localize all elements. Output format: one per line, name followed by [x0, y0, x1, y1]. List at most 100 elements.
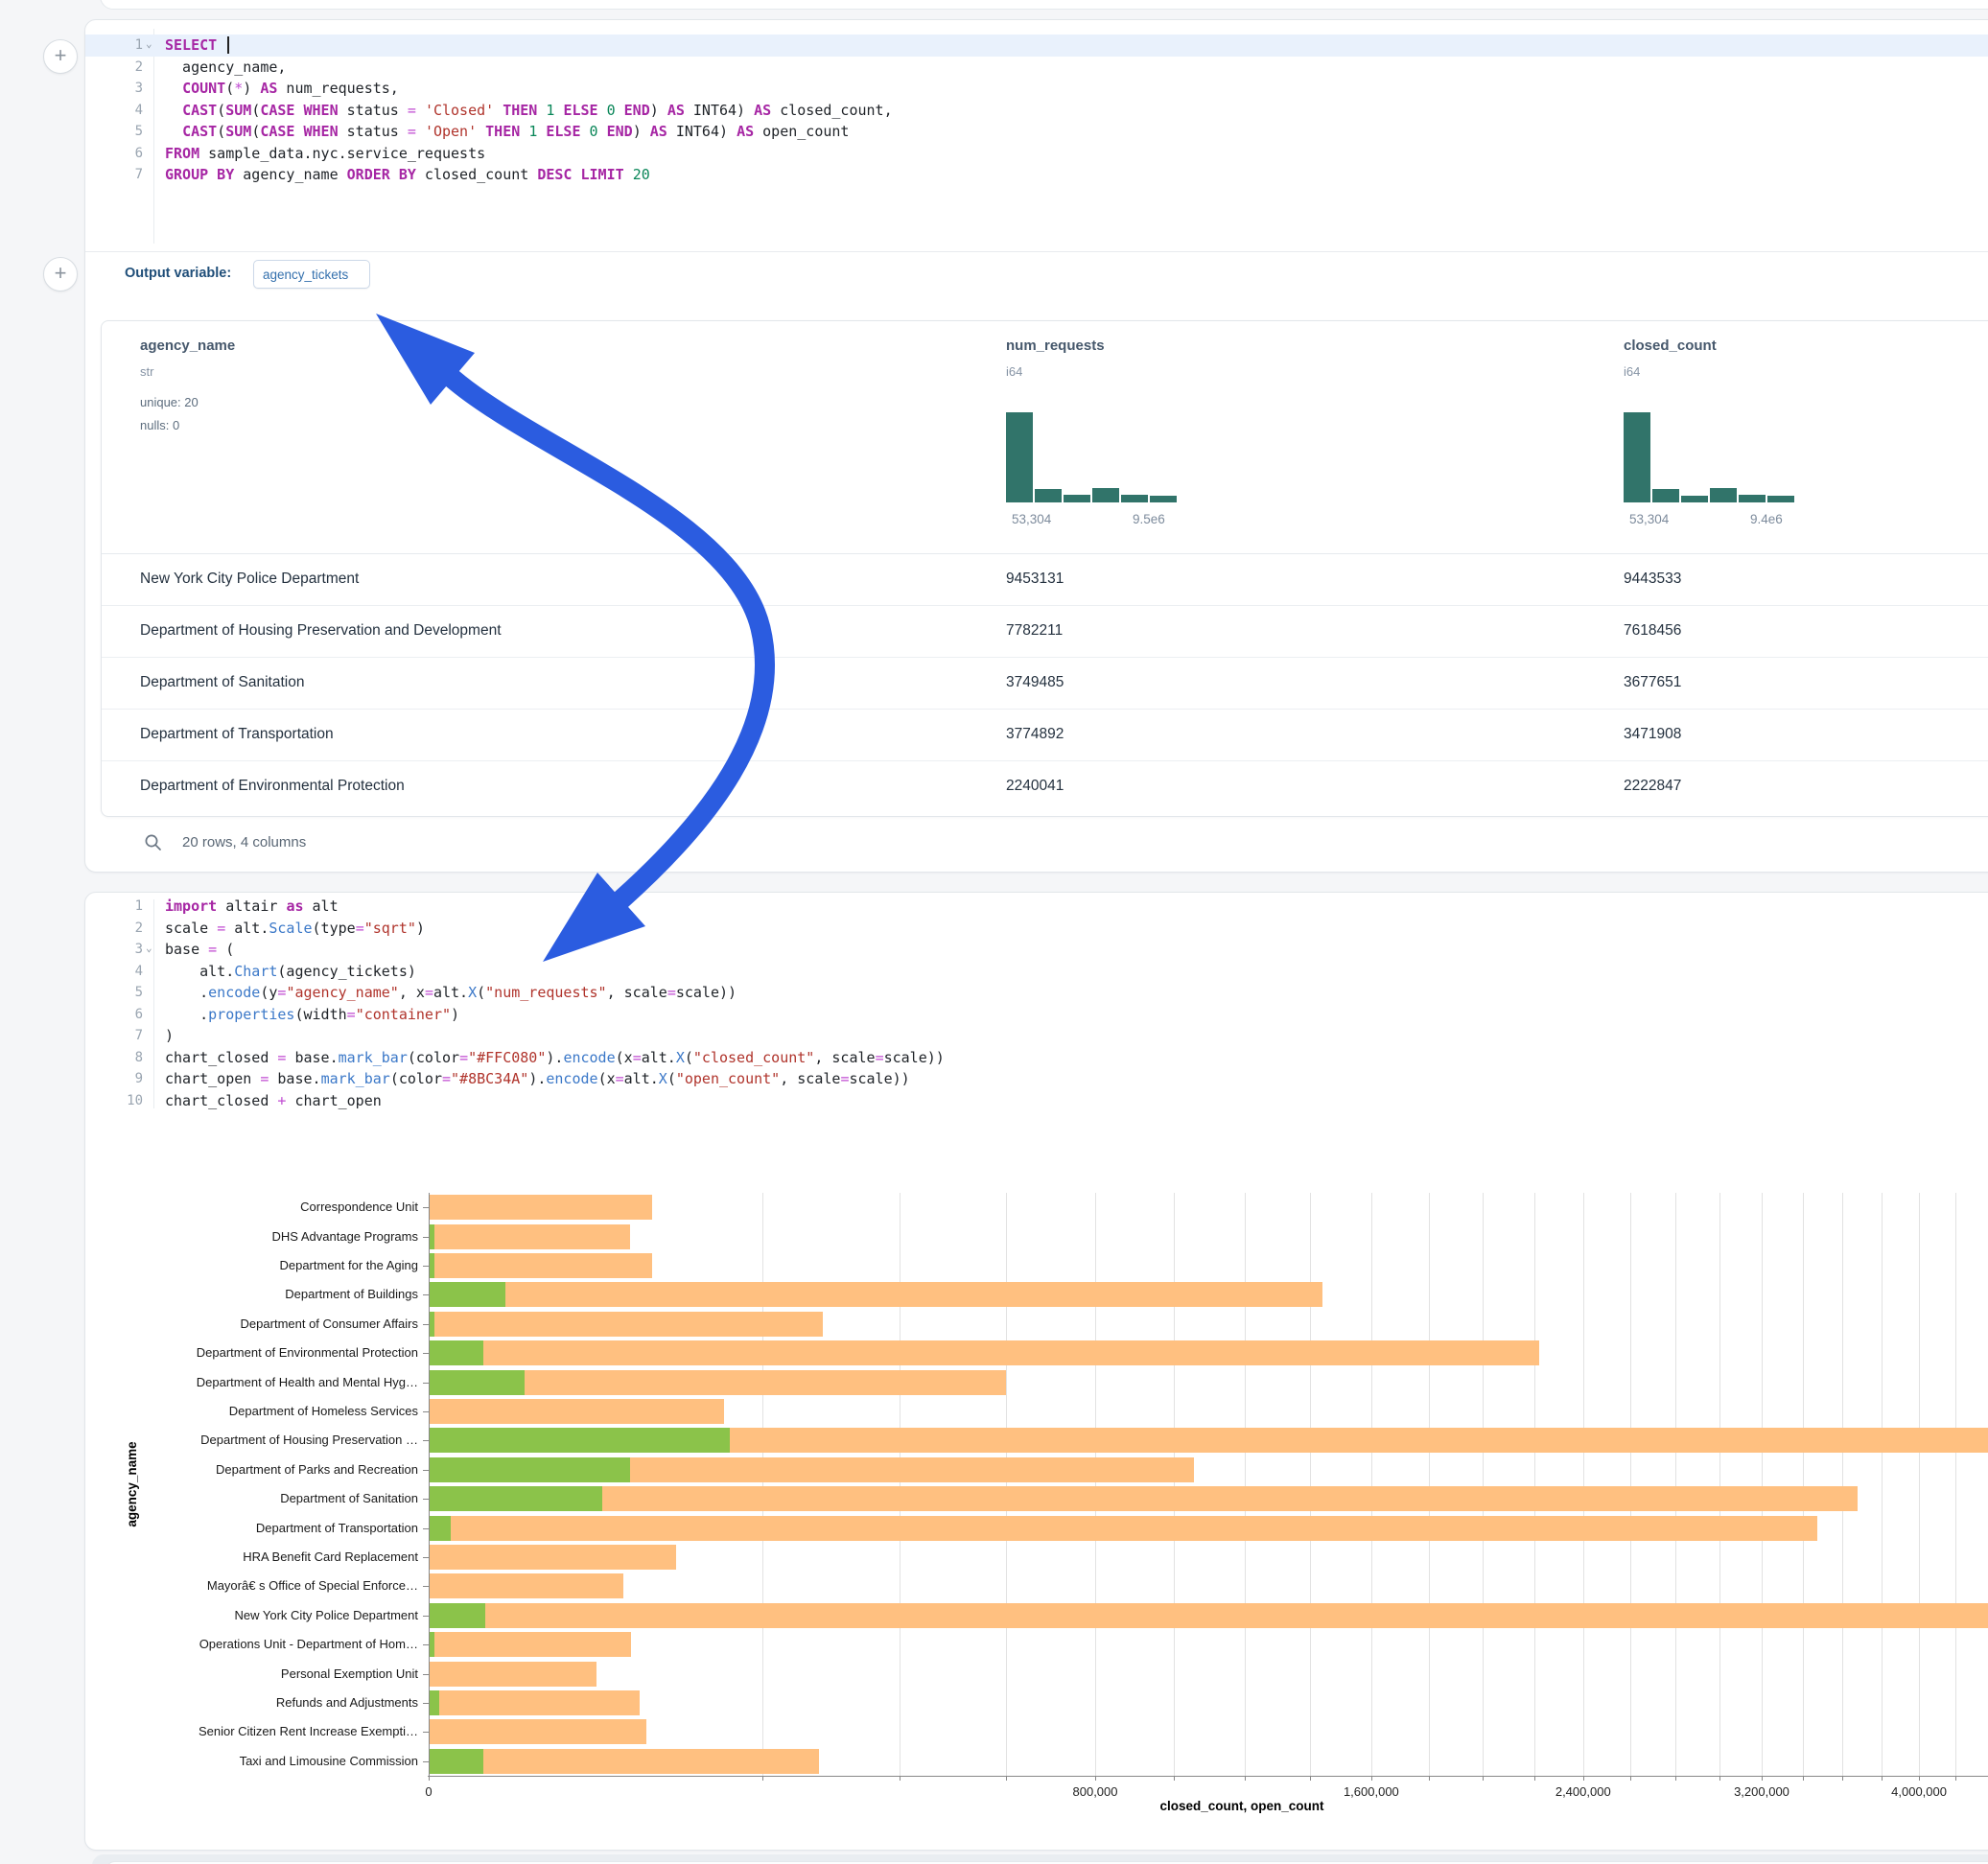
code-line[interactable]: 7GROUP BY agency_name ORDER BY closed_co… — [85, 164, 1988, 186]
code-text: .encode(y="agency_name", x=alt.X("num_re… — [165, 982, 737, 1004]
code-line[interactable]: 5 CAST(SUM(CASE WHEN status = 'Open' THE… — [85, 121, 1988, 143]
code-token: = — [347, 1006, 356, 1023]
search-icon[interactable] — [144, 833, 163, 852]
chevron-down-icon[interactable]: ⌄ — [146, 34, 152, 56]
code-token: ( — [251, 123, 260, 140]
code-text: GROUP BY agency_name ORDER BY closed_cou… — [165, 164, 650, 186]
code-token: ( — [251, 102, 260, 119]
bar-closed-count — [429, 1195, 652, 1220]
code-token: "container" — [356, 1006, 451, 1023]
code-line[interactable]: 1⌄SELECT — [85, 35, 1988, 57]
code-token: as — [286, 897, 303, 915]
code-token: chart_open — [165, 1070, 260, 1087]
code-line[interactable]: 2 scale = alt.Scale(type="sqrt") — [85, 918, 1988, 940]
code-token: base. — [269, 1070, 320, 1087]
add-cell-button-middle[interactable]: + — [43, 257, 78, 291]
table-cell: Department of Sanitation — [140, 657, 304, 709]
line-number: 9 — [85, 1068, 143, 1090]
chart-y-label: Operations Unit - Department of Hom… — [102, 1637, 418, 1651]
python-code-editor[interactable]: 1import altair as alt2scale = alt.Scale(… — [85, 896, 1988, 1111]
code-token: = — [217, 920, 225, 937]
chart-y-axis-title: agency_name — [125, 1408, 144, 1561]
gridline — [1006, 1193, 1007, 1776]
code-line[interactable]: 8chart_closed = base.mark_bar(color="#FF… — [85, 1047, 1988, 1069]
code-token: (x — [616, 1049, 633, 1066]
code-token — [520, 123, 528, 140]
code-line[interactable]: 4 alt.Chart(agency_tickets) — [85, 961, 1988, 983]
line-number: 1 — [85, 35, 143, 57]
code-token: END — [624, 102, 650, 119]
table-cell: 3749485 — [1006, 657, 1064, 709]
code-token: * — [234, 80, 243, 97]
code-line[interactable]: 3 COUNT(*) AS num_requests, — [85, 78, 1988, 100]
code-token: chart_open — [286, 1092, 381, 1109]
line-number: 10 — [85, 1090, 143, 1112]
column-header[interactable]: num_requests — [1006, 338, 1105, 354]
code-token: ( — [217, 102, 225, 119]
bar-closed-count — [429, 1340, 1539, 1365]
code-token: closed_count — [416, 166, 537, 183]
code-token: X — [468, 984, 477, 1001]
code-line[interactable]: 10chart_closed + chart_open — [85, 1090, 1988, 1112]
code-line[interactable]: 9chart_open = base.mark_bar(color="#8BC3… — [85, 1068, 1988, 1090]
chart-y-label: Department of Buildings — [102, 1287, 418, 1301]
code-token: chart_closed — [165, 1049, 277, 1066]
code-line[interactable]: 6FROM sample_data.nyc.service_requests — [85, 143, 1988, 165]
gridline — [1534, 1193, 1535, 1776]
line-number: 3 — [85, 78, 143, 100]
chart-y-label: Department of Transportation — [102, 1521, 418, 1535]
gridline — [1719, 1193, 1720, 1776]
bar-open-count — [429, 1749, 483, 1774]
histogram-bar — [1652, 489, 1679, 502]
gridline — [1762, 1193, 1763, 1776]
code-token: import — [165, 897, 217, 915]
column-header[interactable]: agency_name — [140, 338, 235, 354]
code-line[interactable]: 5 .encode(y="agency_name", x=alt.X("num_… — [85, 982, 1988, 1004]
code-token — [165, 123, 182, 140]
code-text: scale = alt.Scale(type="sqrt") — [165, 918, 425, 940]
code-token: "agency_name" — [286, 984, 398, 1001]
code-line[interactable]: 7) — [85, 1025, 1988, 1047]
code-text: FROM sample_data.nyc.service_requests — [165, 143, 485, 165]
line-number: 5 — [85, 121, 143, 143]
table-cell: 9453131 — [1006, 553, 1064, 605]
line-number: 1 — [85, 896, 143, 918]
code-text: .properties(width="container") — [165, 1004, 459, 1026]
code-line[interactable]: 1import altair as alt — [85, 896, 1988, 918]
code-token — [416, 123, 425, 140]
column-type: i64 — [1006, 364, 1022, 379]
code-token: CAST — [182, 102, 217, 119]
code-line[interactable]: 6 .properties(width="container") — [85, 1004, 1988, 1026]
chevron-down-icon[interactable]: ⌄ — [146, 938, 152, 960]
code-token: alt — [304, 897, 339, 915]
chart-y-label: Taxi and Limousine Commission — [102, 1754, 418, 1768]
add-cell-button-top[interactable]: + — [43, 39, 78, 74]
code-token: scale — [165, 920, 217, 937]
bar-closed-count — [429, 1224, 630, 1249]
code-token: sample_data.nyc.service_requests — [199, 145, 485, 162]
code-token — [165, 80, 182, 97]
code-token: "#8BC34A" — [451, 1070, 528, 1087]
code-token: X — [676, 1049, 685, 1066]
code-line[interactable]: 4 CAST(SUM(CASE WHEN status = 'Closed' T… — [85, 100, 1988, 122]
code-token: = — [667, 984, 676, 1001]
code-token — [477, 123, 485, 140]
gridline — [1174, 1193, 1175, 1776]
code-token: CASE WHEN — [260, 102, 338, 119]
code-text: base = ( — [165, 939, 234, 961]
gridline — [1955, 1193, 1956, 1776]
chart-y-label: Department of Homeless Services — [102, 1404, 418, 1418]
code-line[interactable]: 3⌄base = ( — [85, 939, 1988, 961]
code-token: = — [425, 984, 433, 1001]
code-token: (x — [598, 1070, 616, 1087]
bar-closed-count — [429, 1282, 1322, 1307]
code-token: ( — [685, 1049, 693, 1066]
line-number: 2 — [85, 918, 143, 940]
code-line[interactable]: 2 agency_name, — [85, 57, 1988, 79]
sql-code-editor[interactable]: 1⌄SELECT 2 agency_name,3 COUNT(*) AS num… — [85, 35, 1988, 186]
column-header[interactable]: closed_count — [1624, 338, 1717, 354]
code-token: 0 — [590, 123, 598, 140]
code-token: COUNT — [182, 80, 225, 97]
output-variable-pill[interactable]: agency_tickets — [253, 260, 370, 289]
gridline — [1429, 1193, 1430, 1776]
